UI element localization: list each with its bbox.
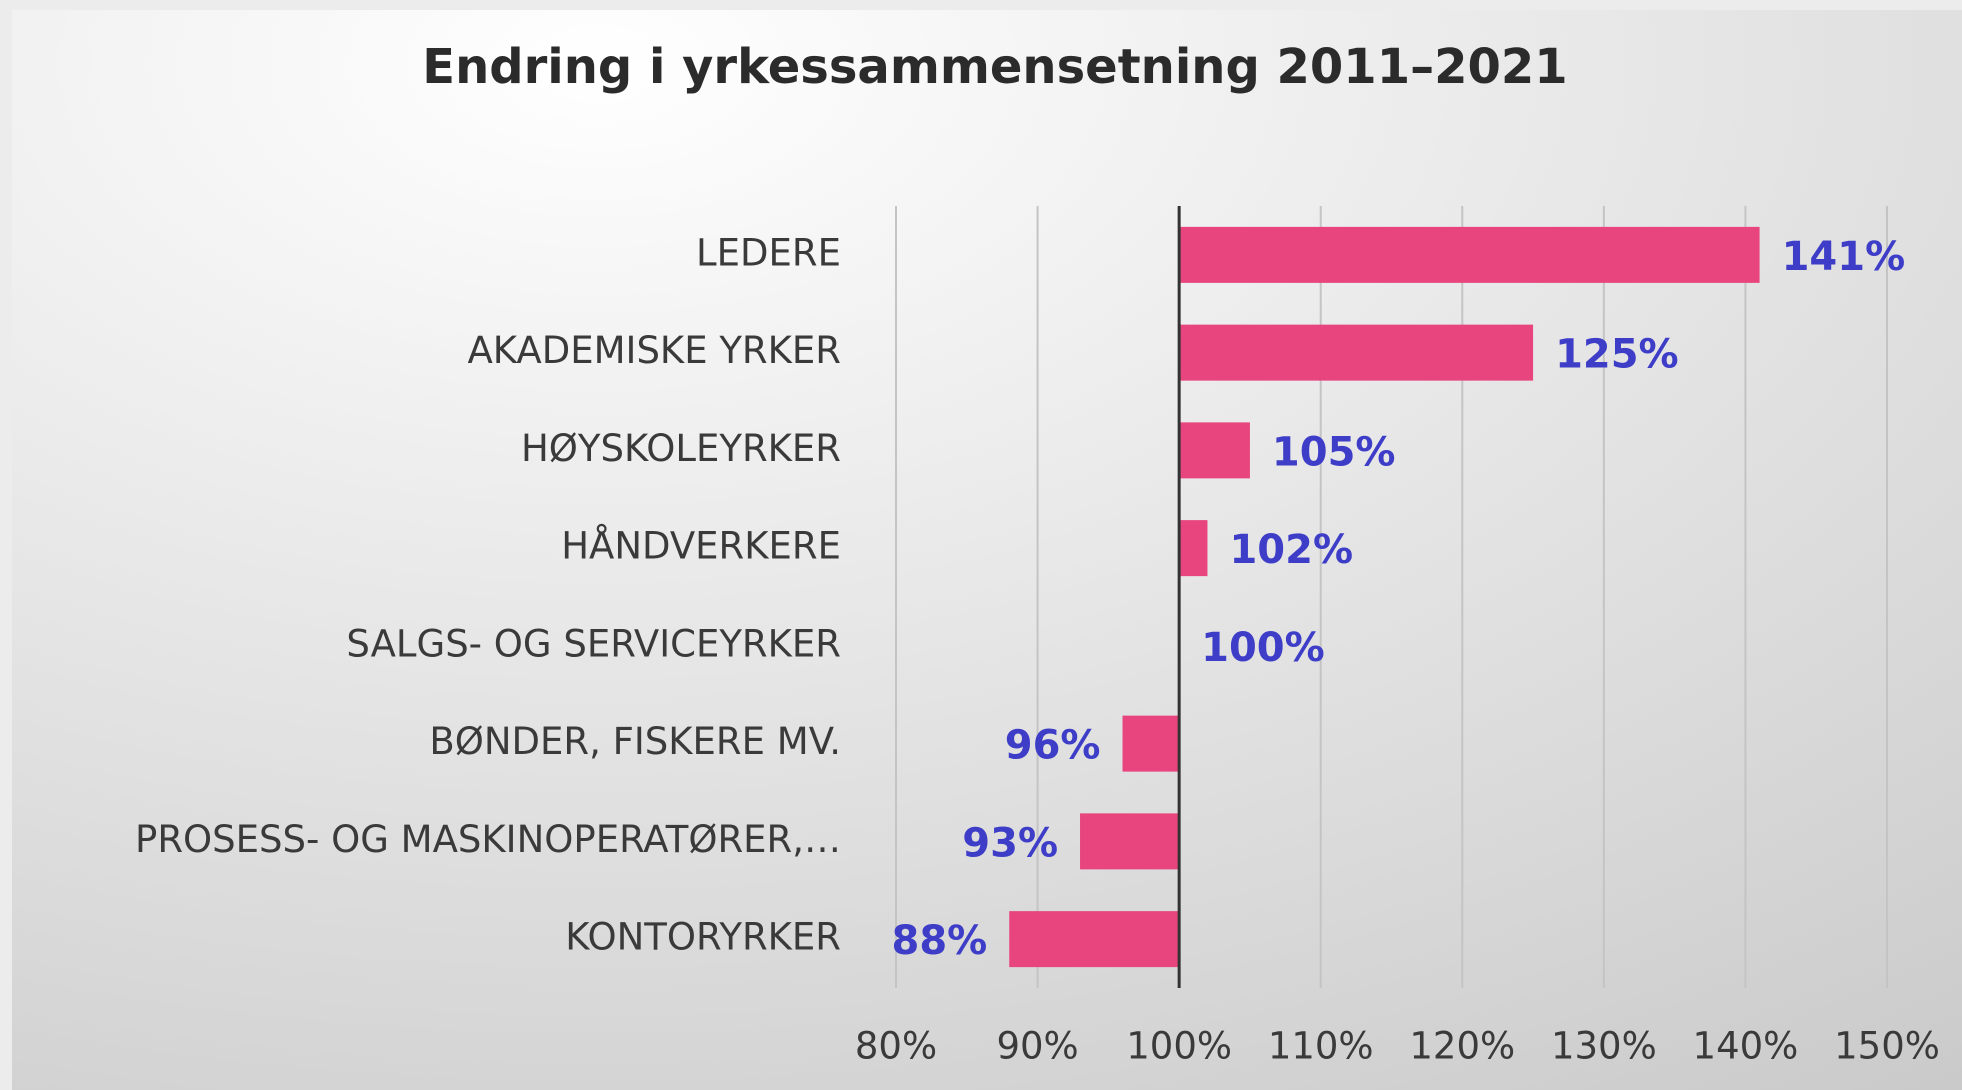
- x-tick-label: 120%: [1409, 1025, 1515, 1068]
- data-label: 93%: [962, 820, 1058, 866]
- y-tick-label: LEDERE: [696, 231, 841, 274]
- bar: [1179, 422, 1250, 479]
- x-tick-label: 130%: [1551, 1025, 1657, 1068]
- y-tick-label: HÅNDVERKERE: [561, 524, 841, 568]
- y-tick-label: AKADEMISKE YRKER: [468, 329, 842, 372]
- y-tick-label: PROSESS- OG MASKINOPERATØRER,…: [135, 818, 841, 861]
- data-label: 100%: [1201, 625, 1325, 671]
- data-label: 96%: [1005, 723, 1101, 769]
- bar: [1179, 324, 1534, 381]
- bar: [1080, 813, 1180, 870]
- chart-title: Endring i yrkessammensetning 2011–2021: [422, 39, 1567, 95]
- y-tick-label: SALGS- OG SERVICEYRKER: [346, 622, 841, 665]
- x-tick-label: 140%: [1693, 1025, 1799, 1068]
- bar: [1009, 911, 1180, 968]
- x-tick-label: 150%: [1834, 1025, 1940, 1068]
- x-tick-label: 80%: [855, 1025, 937, 1068]
- x-tick-label: 100%: [1126, 1025, 1232, 1068]
- data-label: 105%: [1272, 429, 1396, 475]
- data-label: 102%: [1229, 527, 1353, 573]
- y-tick-label: HØYSKOLEYRKER: [521, 427, 841, 470]
- data-label: 125%: [1555, 332, 1679, 378]
- y-tick-label: BØNDER, FISKERE MV.: [429, 720, 841, 763]
- y-tick-label: KONTORYRKER: [565, 916, 841, 959]
- data-label: 88%: [892, 918, 988, 964]
- bar: [1179, 520, 1208, 577]
- x-tick-label: 110%: [1268, 1025, 1374, 1068]
- bar: [1179, 226, 1760, 283]
- data-label: 141%: [1782, 234, 1906, 280]
- background: [12, 10, 1962, 1090]
- x-tick-label: 90%: [996, 1025, 1078, 1068]
- bar: [1122, 715, 1180, 772]
